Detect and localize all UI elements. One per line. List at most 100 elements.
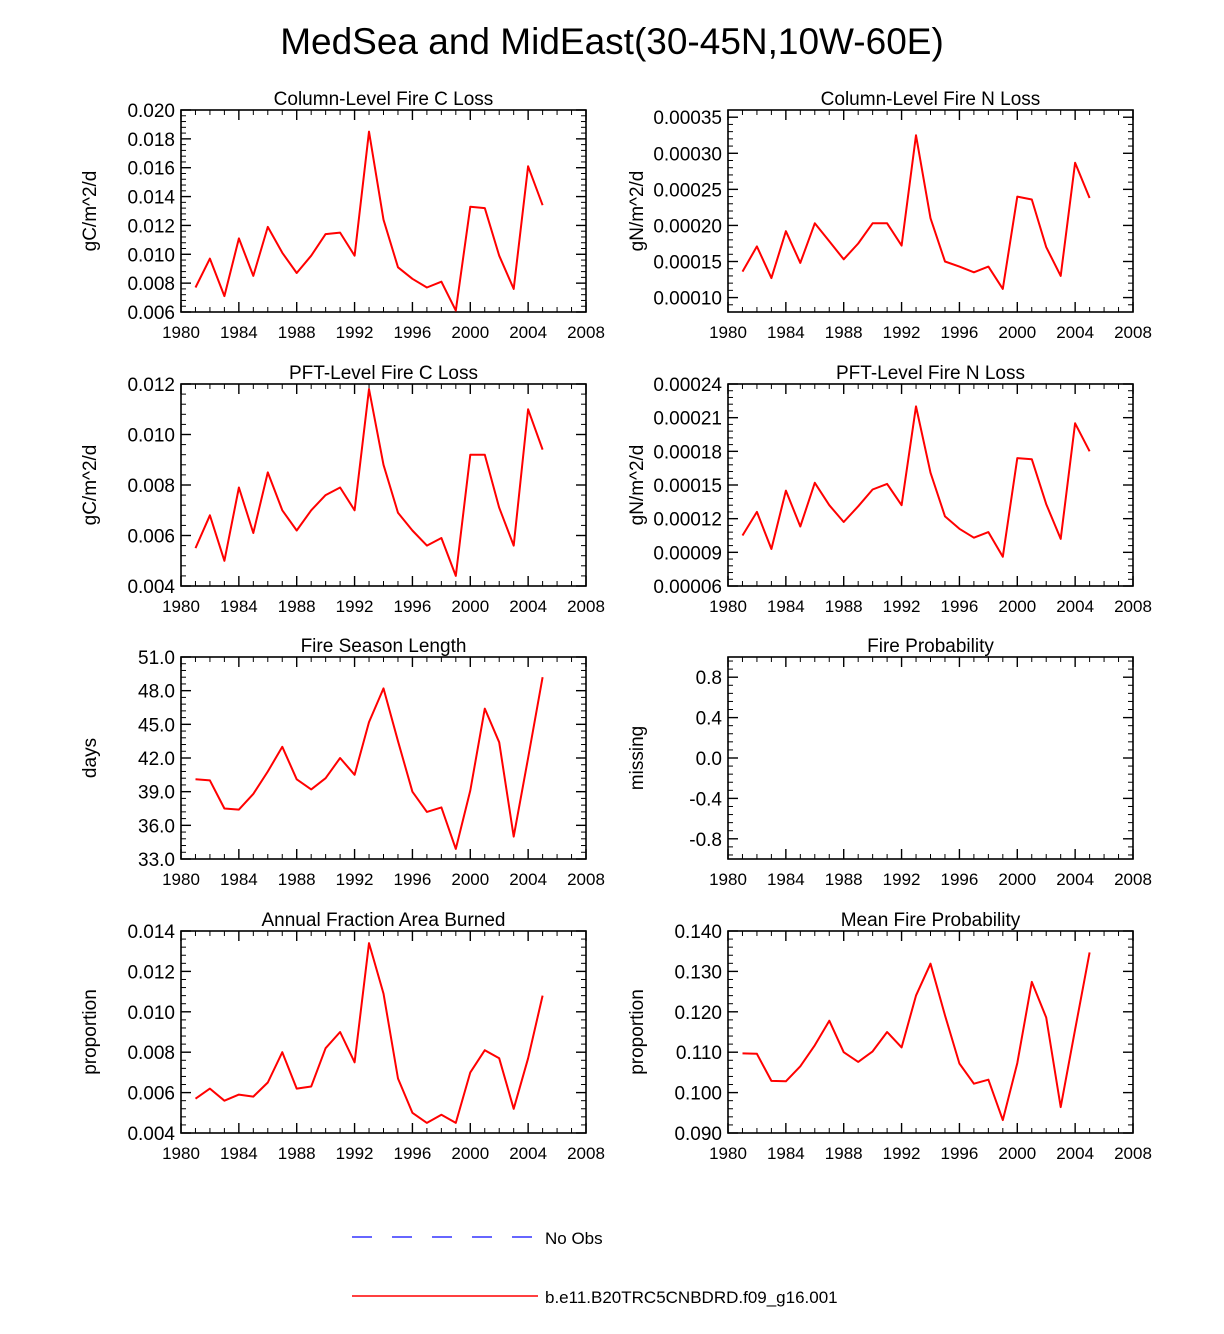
y-tick-label: 0.00018 — [653, 442, 722, 463]
x-tick-label: 1996 — [394, 1144, 432, 1163]
x-tick-label: 2008 — [1114, 597, 1152, 616]
x-tick-label: 2004 — [1056, 1144, 1094, 1163]
x-tick-label: 2004 — [1056, 597, 1094, 616]
y-tick-label: 0.00015 — [653, 253, 722, 274]
y-tick-label: 48.0 — [138, 682, 175, 703]
x-tick-label: 2000 — [998, 1144, 1036, 1163]
x-tick-label: 1996 — [394, 597, 432, 616]
x-tick-label: 2004 — [509, 1144, 547, 1163]
x-tick-label: 2004 — [509, 597, 547, 616]
x-tick-label: 2000 — [998, 870, 1036, 889]
y-tick-label: 0.00020 — [653, 216, 722, 237]
y-tick-label: 0.00010 — [653, 289, 722, 310]
y-tick-label: 0.140 — [674, 922, 722, 943]
y-tick-label: 51.0 — [138, 648, 175, 669]
plot-frame — [180, 930, 587, 1134]
chart-panel-6: Fire Probability missing 1980 1984 1988 1992 1… — [627, 636, 1152, 889]
x-tick-label: 1992 — [336, 597, 374, 616]
series-line-1 — [194, 130, 544, 312]
x-tick-label: 1996 — [394, 870, 432, 889]
legend: No Obs b.e11.B20TRC5CNBDRD.f09_g16.001 — [352, 1229, 838, 1307]
x-tick-label: 1984 — [220, 1144, 258, 1163]
x-tick-label: 2004 — [1056, 870, 1094, 889]
y-tick-label: 0.00021 — [653, 409, 722, 430]
x-tick-label: 2000 — [451, 323, 489, 342]
chart-title: Annual Fraction Area Burned — [262, 910, 506, 931]
x-tick-label: 1980 — [162, 870, 200, 889]
x-tick-label: 1992 — [336, 323, 374, 342]
x-tick-label: 1992 — [883, 870, 921, 889]
chart-panel-5: Fire Season Length days 1980 1984 1988 1992 19… — [80, 636, 605, 889]
y-tick-label: 0.006 — [127, 527, 175, 548]
x-tick-label: 2008 — [1114, 870, 1152, 889]
x-tick-label: 2000 — [451, 1144, 489, 1163]
chart-title: Column-Level Fire N Loss — [821, 89, 1041, 110]
y-tick-label: 0.004 — [127, 1124, 175, 1145]
x-tick-label: 1984 — [767, 870, 805, 889]
x-tick-label: 1980 — [162, 323, 200, 342]
figure-title: MedSea and MidEast(30-45N,10W-60E) — [280, 21, 944, 62]
x-tick-label: 2008 — [1114, 323, 1152, 342]
x-tick-label: 1992 — [883, 1144, 921, 1163]
x-tick-label: 1992 — [336, 870, 374, 889]
y-tick-label: 0.010 — [127, 1003, 175, 1024]
y-tick-label: 0.012 — [127, 375, 175, 396]
x-tick-label: 1984 — [767, 1144, 805, 1163]
y-tick-label: 0.004 — [127, 577, 175, 598]
y-tick-label: 0.090 — [674, 1124, 722, 1145]
y-tick-label: 0.018 — [127, 130, 175, 151]
x-tick-label: 1988 — [825, 870, 863, 889]
y-tick-label: 0.016 — [127, 159, 175, 180]
chart-panel-3: PFT-Level Fire C Loss gC/m^2/d 1980 1984 198… — [80, 363, 605, 616]
y-tick-label: 0.00030 — [653, 144, 722, 165]
y-tick-label: 0.008 — [127, 476, 175, 497]
x-tick-label: 1988 — [825, 1144, 863, 1163]
y-tick-label: 0.0 — [696, 749, 722, 770]
y-tick-label: 0.012 — [127, 216, 175, 237]
panels: Column-Level Fire C Loss gC/m^2/d 1980 1984… — [80, 89, 1152, 1163]
y-tick-label: 42.0 — [138, 749, 175, 770]
y-tick-label: 0.00006 — [653, 577, 722, 598]
y-tick-label: 0.00025 — [653, 180, 722, 201]
x-tick-label: 1980 — [709, 597, 747, 616]
x-tick-label: 2000 — [451, 597, 489, 616]
y-tick-label: 0.020 — [127, 101, 175, 122]
y-tick-label: 33.0 — [138, 850, 175, 871]
y-tick-label: 0.4 — [696, 709, 723, 730]
y-tick-label: 0.014 — [127, 188, 175, 209]
series-line-1 — [741, 134, 1091, 290]
x-tick-label: 2000 — [998, 597, 1036, 616]
y-tick-label: 0.8 — [696, 668, 722, 689]
chart-title: Fire Probability — [867, 636, 994, 657]
x-tick-label: 1988 — [278, 870, 316, 889]
chart-title: Mean Fire Probability — [841, 910, 1021, 931]
x-tick-label: 1988 — [278, 597, 316, 616]
x-tick-label: 2008 — [567, 323, 605, 342]
plot-frame — [727, 109, 1134, 313]
series-line-1 — [741, 405, 1091, 558]
x-tick-label: 2000 — [451, 870, 489, 889]
x-tick-label: 1980 — [162, 1144, 200, 1163]
x-tick-label: 2000 — [998, 323, 1036, 342]
chart-title: PFT-Level Fire N Loss — [836, 363, 1025, 384]
y-tick-label: -0.4 — [689, 789, 722, 810]
plot-frame — [180, 656, 587, 860]
y-axis-label: proportion — [627, 989, 648, 1075]
plot-frame — [180, 109, 587, 313]
series-line-1 — [195, 677, 544, 850]
x-tick-label: 1984 — [220, 597, 258, 616]
x-tick-label: 1996 — [941, 1144, 979, 1163]
y-tick-label: 0.110 — [676, 1043, 722, 1064]
series-line-1 — [742, 952, 1091, 1122]
y-axis-label: gN/m^2/d — [627, 445, 648, 526]
chart-title: Column-Level Fire C Loss — [274, 89, 494, 110]
y-tick-label: 36.0 — [138, 816, 175, 837]
y-tick-label: 0.012 — [127, 962, 175, 983]
x-tick-label: 1984 — [220, 870, 258, 889]
y-axis-label: gN/m^2/d — [627, 171, 648, 252]
chart-panel-4: PFT-Level Fire N Loss gN/m^2/d 1980 1984 198… — [627, 363, 1152, 616]
chart-panel-1: Column-Level Fire C Loss gC/m^2/d 1980 1984… — [80, 89, 605, 342]
y-tick-label: 0.100 — [674, 1084, 722, 1105]
chart-panel-2: Column-Level Fire N Loss gN/m^2/d 1980 1984… — [627, 89, 1152, 342]
